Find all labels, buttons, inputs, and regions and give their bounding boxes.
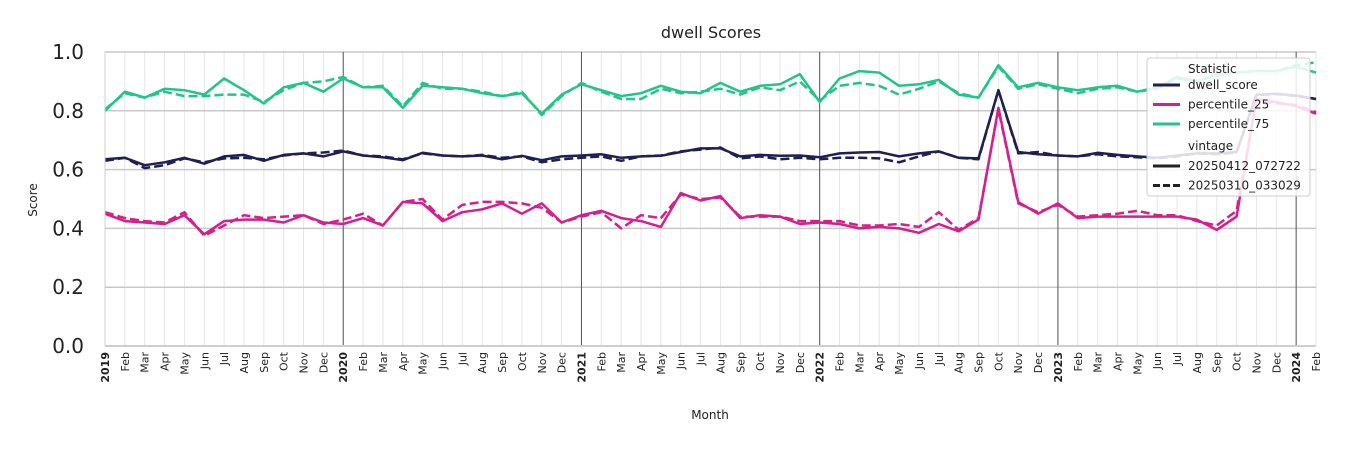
x-tick-label: Sep — [258, 352, 271, 373]
x-tick-label: Apr — [159, 352, 172, 372]
x-tick-label: Nov — [1012, 352, 1025, 374]
legend-label-percentile_25: percentile_25 — [1188, 98, 1269, 112]
x-tick-label: May — [893, 352, 906, 375]
x-tick-label: Jun — [913, 352, 926, 370]
x-tick-label: Aug — [953, 352, 966, 373]
x-tick-label: Aug — [1191, 352, 1204, 373]
series-line-percentile_75-20250412_072722 — [104, 63, 1317, 115]
x-tick-label: Feb — [119, 352, 132, 371]
x-tick-label: Nov — [1250, 352, 1263, 374]
x-tick-label: 2022 — [814, 352, 827, 383]
x-tick-label: Jun — [198, 352, 211, 370]
legend-label-percentile_75: percentile_75 — [1188, 117, 1269, 131]
x-tick-label: Jul — [695, 352, 708, 366]
x-axis-ticks: 2019 Feb Mar Apr May Jun Jul Aug Sep Oct Nov Dec 202… — [99, 351, 1323, 382]
series-line-percentile_75-20250310_033029 — [104, 61, 1317, 117]
x-tick-label: Mar — [1092, 352, 1105, 373]
x-tick-label: Mar — [377, 352, 390, 373]
legend-label-vintage: 20250310_033029 — [1188, 179, 1301, 193]
x-tick-label: Sep — [1211, 352, 1224, 373]
x-tick-label: Feb — [834, 352, 847, 371]
x-tick-label: Jun — [1151, 352, 1164, 370]
x-tick-label: May — [1131, 352, 1144, 375]
legend-label-dwell_score: dwell_score — [1188, 78, 1258, 92]
series-line-dwell_score-20250310_033029 — [104, 88, 1317, 170]
x-tick-label: Nov — [536, 352, 549, 374]
x-axis-label: Month — [691, 408, 729, 422]
x-tick-label: Aug — [238, 352, 251, 373]
series-line-percentile_25-20250412_072722 — [104, 97, 1317, 236]
x-tick-label: Jul — [456, 352, 469, 366]
x-tick-label: May — [417, 352, 430, 375]
x-tick-label: Oct — [1231, 351, 1244, 371]
legend: Statistic dwell_score percentile_25percen… — [1146, 57, 1311, 197]
x-tick-label: Nov — [298, 352, 311, 374]
x-tick-label: Sep — [734, 352, 747, 373]
x-tick-label: Oct — [754, 351, 767, 371]
x-tick-label: Aug — [714, 352, 727, 373]
x-tick-label: Apr — [397, 352, 410, 372]
x-tick-label: 2020 — [337, 352, 350, 383]
x-tick-label: Mar — [853, 352, 866, 373]
x-tick-label: May — [178, 352, 191, 375]
x-tick-label: Oct — [278, 351, 291, 371]
y-tick-label: 0.6 — [52, 158, 84, 182]
x-tick-label: 2024 — [1290, 352, 1303, 383]
x-tick-label: 2019 — [99, 352, 112, 383]
y-tick-label: 0.4 — [52, 216, 84, 240]
x-tick-label: Dec — [556, 352, 569, 373]
x-tick-label: Dec — [1032, 352, 1045, 373]
y-axis-ticks: 0.0 0.2 0.4 0.6 0.8 1.0 — [52, 40, 84, 358]
x-tick-label: Jul — [218, 352, 231, 366]
x-tick-label: Oct — [992, 351, 1005, 371]
x-tick-label: Oct — [516, 351, 529, 371]
x-tick-label: 2021 — [575, 352, 588, 383]
x-tick-label: Jun — [436, 352, 449, 370]
x-tick-label: Feb — [357, 352, 370, 371]
x-tick-label: Apr — [1111, 352, 1124, 372]
x-tick-label: Sep — [973, 352, 986, 373]
y-tick-label: 1.0 — [52, 40, 84, 64]
x-tick-label: Jul — [1171, 352, 1184, 366]
x-tick-label: Dec — [794, 352, 807, 373]
series-lines — [104, 61, 1317, 238]
x-tick-label: Feb — [1310, 352, 1323, 371]
y-axis-label: Score — [26, 183, 40, 217]
legend-title-vintage: vintage — [1188, 139, 1233, 153]
x-tick-label: Apr — [873, 352, 886, 372]
x-tick-label: Dec — [1270, 352, 1283, 373]
x-tick-label: Mar — [139, 352, 152, 373]
x-tick-label: Feb — [595, 352, 608, 371]
series-line-percentile_25-20250310_033029 — [104, 99, 1317, 238]
legend-title-statistic: Statistic — [1188, 62, 1237, 76]
x-tick-label: Mar — [615, 352, 628, 373]
x-tick-label: Aug — [476, 352, 489, 373]
y-tick-label: 0.2 — [52, 275, 84, 299]
x-tick-label: Jun — [675, 352, 688, 370]
x-tick-label: Apr — [635, 352, 648, 372]
legend-label-vintage: 20250412_072722 — [1188, 159, 1301, 173]
x-tick-label: Sep — [496, 352, 509, 373]
legend-box — [1146, 57, 1311, 197]
x-tick-label: May — [655, 352, 668, 375]
x-tick-label: Nov — [774, 352, 787, 374]
chart-title: dwell Scores — [661, 23, 761, 42]
x-tick-label: Dec — [317, 352, 330, 373]
y-tick-label: 0.8 — [52, 99, 84, 123]
x-tick-label: Feb — [1072, 352, 1085, 371]
y-tick-label: 0.0 — [52, 334, 84, 358]
x-tick-label: 2023 — [1052, 352, 1065, 383]
x-tick-label: Jul — [933, 352, 946, 366]
